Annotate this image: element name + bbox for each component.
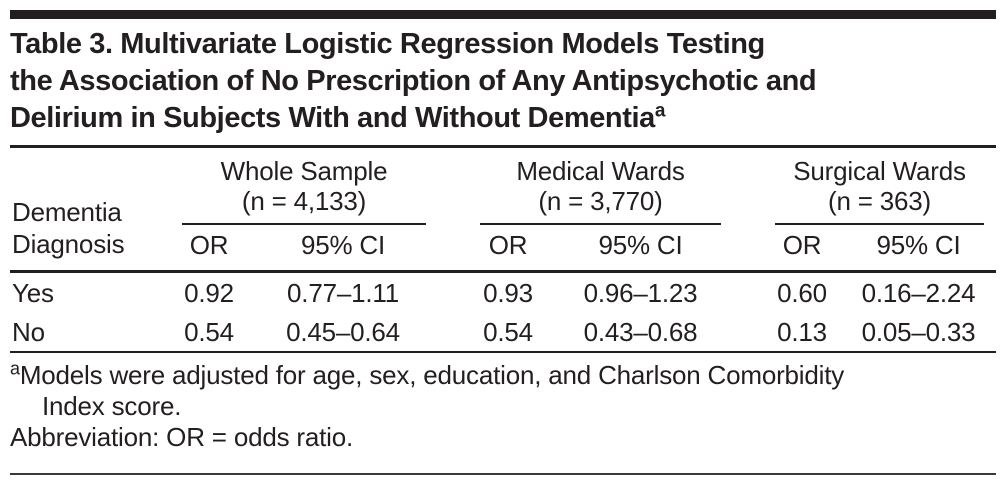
row-label-yes: Yes <box>12 278 54 308</box>
cell-no-medical-or: 0.54 <box>468 312 548 353</box>
cell-no-surgical-ci: 0.05–0.33 <box>841 312 997 353</box>
group-name-whole-sample: Whole Sample <box>220 156 388 186</box>
table-title: Table 3. Multivariate Logistic Regressio… <box>10 26 996 137</box>
group-header-whole-sample: Whole Sample (n = 4,133) <box>170 147 438 225</box>
cell-yes-whole-or: 0.92 <box>184 278 234 308</box>
cell-yes-surgical-or: 0.60 <box>777 278 827 308</box>
column-header-whole-ci: 95% CI <box>248 225 438 273</box>
column-gap <box>733 312 763 353</box>
group-n-medical-wards: (n = 3,770) <box>538 186 663 216</box>
table-title-line-3-text: Delirium in Subjects With and Without De… <box>10 102 655 134</box>
column-gap <box>733 272 763 313</box>
table-row-no: No 0.54 0.45–0.64 0.54 0.43–0.68 0.13 0.… <box>10 312 997 353</box>
column-gap <box>438 272 468 313</box>
header-row-measures: OR 95% CI OR 95% CI OR 95% CI <box>10 225 997 273</box>
top-rule-bar <box>10 10 996 19</box>
group-n-surgical-wards: (n = 363) <box>828 186 931 216</box>
cell-no-medical-ci: 0.43–0.68 <box>548 312 733 353</box>
table-title-footnote-marker: a <box>654 100 666 122</box>
footnote-adjustment-text: Models were adjusted for age, sex, educa… <box>19 360 845 390</box>
bottom-rule-bar <box>10 473 996 475</box>
footnote-adjustment-line-2: Index score. <box>42 391 182 421</box>
cell-yes-medical-or: 0.93 <box>483 278 533 308</box>
table-title-line-1: Table 3. Multivariate Logistic Regressio… <box>10 28 765 60</box>
cell-yes-medical-ci: 0.96–1.23 <box>583 278 698 308</box>
cell-no-whole-ci: 0.45–0.64 <box>248 312 438 353</box>
column-gap <box>438 312 468 353</box>
cell-no-surgical-or: 0.13 <box>763 312 841 353</box>
group-header-medical-wards-inner: Medical Wards (n = 3,770) <box>480 156 721 225</box>
group-header-surgical-wards: Surgical Wards (n = 363) <box>763 147 996 225</box>
column-header-surgical-ci: 95% CI <box>841 225 997 273</box>
cell-yes-whole-ci: 0.77–1.11 <box>287 278 399 308</box>
column-header-medical-or: OR <box>468 225 548 273</box>
group-header-whole-sample-inner: Whole Sample (n = 4,133) <box>182 156 426 225</box>
table-title-line-3: Delirium in Subjects With and Without De… <box>10 100 996 137</box>
footnote-abbreviation: Abbreviation: OR = odds ratio. <box>10 422 354 452</box>
column-header-medical-ci: 95% CI <box>548 225 733 273</box>
column-gap <box>438 146 468 273</box>
row-label-no: No <box>10 312 170 353</box>
table-footnotes: aModels were adjusted for age, sex, educ… <box>10 358 996 453</box>
footnote-adjustment-line-1: aModels were adjusted for age, sex, educ… <box>10 358 996 391</box>
cell-yes-surgical-ci: 0.16–2.24 <box>861 278 976 308</box>
cell-no-whole-or: 0.54 <box>170 312 248 353</box>
column-header-dementia: Dementia <box>12 197 122 227</box>
column-header-dementia-diagnosis: Dementia Diagnosis <box>10 146 170 273</box>
column-header-diagnosis: Diagnosis <box>12 229 125 259</box>
column-header-surgical-or: OR <box>763 225 841 273</box>
regression-results-table: Dementia Diagnosis Whole Sample (n = 4,1… <box>10 145 997 353</box>
table-title-line-2: the Association of No Prescription of An… <box>10 65 817 97</box>
header-row-groups: Dementia Diagnosis Whole Sample (n = 4,1… <box>10 146 996 273</box>
group-name-surgical-wards: Surgical Wards <box>793 156 966 186</box>
table-row-yes: Yes 0.92 0.77–1.11 0.93 0.96–1.23 0.60 0… <box>10 272 996 313</box>
group-name-medical-wards: Medical Wards <box>516 156 685 186</box>
column-gap <box>733 146 763 273</box>
footnote-marker: a <box>10 358 20 379</box>
group-n-whole-sample: (n = 4,133) <box>241 186 367 216</box>
group-header-surgical-wards-inner: Surgical Wards (n = 363) <box>775 156 985 225</box>
group-header-medical-wards: Medical Wards (n = 3,770) <box>468 147 733 225</box>
column-header-whole-or: OR <box>170 225 248 273</box>
